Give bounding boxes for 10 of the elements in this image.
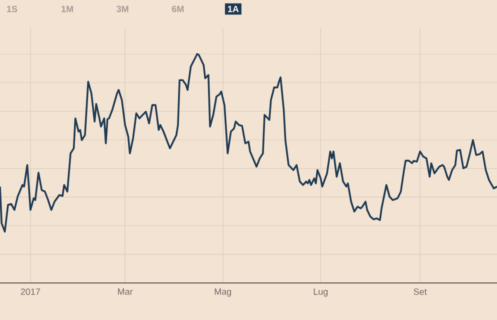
text: 6M [172, 6, 184, 12]
x-tick-label: 2017 [20, 288, 40, 295]
x-tick-label: Set [414, 288, 427, 295]
x-tick-label: Mar [118, 288, 133, 295]
x-tick-label: Mag [214, 288, 232, 297]
x-tick-label: Lug [314, 288, 328, 297]
text: 1A [228, 6, 239, 12]
text: 3M [116, 6, 128, 12]
text: 1S [7, 6, 18, 12]
text: 1M [62, 6, 73, 12]
